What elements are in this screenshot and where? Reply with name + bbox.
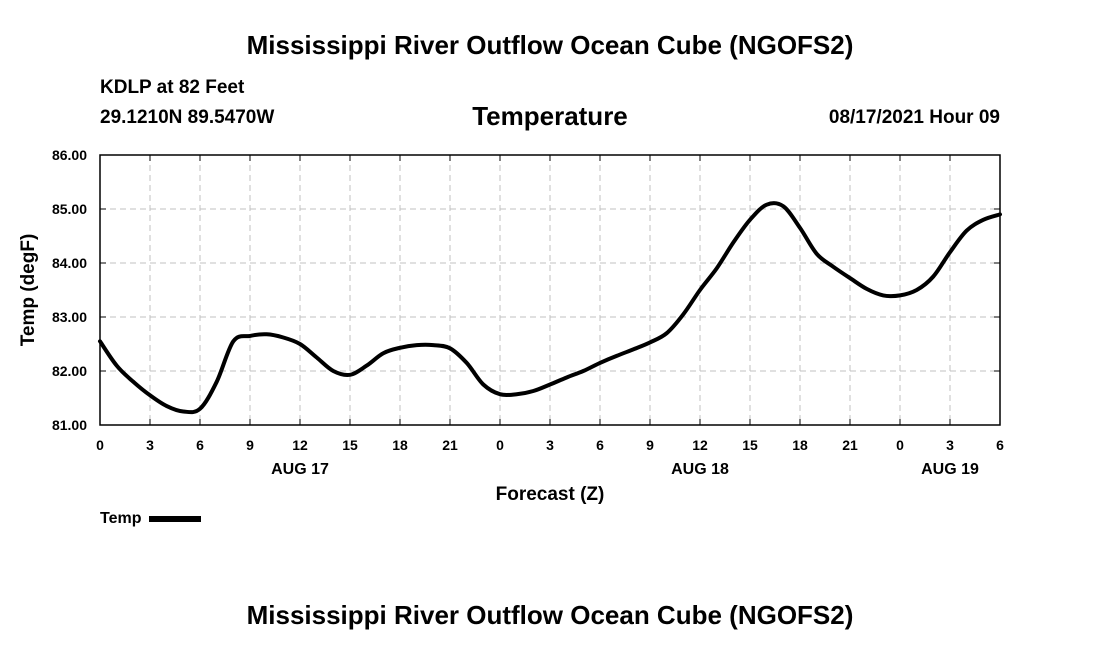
- y-axis-label: Temp (degF): [18, 234, 39, 347]
- x-tick-label: 3: [946, 437, 954, 453]
- forecast-date: 08/17/2021 Hour 09: [828, 107, 1000, 128]
- y-tick-label: 86.00: [52, 147, 87, 163]
- x-tick-label: 6: [996, 437, 1004, 453]
- x-tick-label: 15: [742, 437, 758, 453]
- date-label: AUG 18: [671, 461, 729, 478]
- x-tick-label: 18: [392, 437, 408, 453]
- station-coordinates: 29.1210N 89.5470W: [100, 107, 275, 128]
- x-tick-label: 9: [646, 437, 654, 453]
- x-tick-label: 9: [246, 437, 254, 453]
- x-tick-label: 6: [196, 437, 204, 453]
- date-label: AUG 17: [271, 461, 329, 478]
- x-tick-label: 3: [546, 437, 554, 453]
- x-tick-label: 12: [292, 437, 308, 453]
- y-tick-label: 82.00: [52, 363, 87, 379]
- legend-swatch: [149, 516, 202, 522]
- chart-subtitle: Temperature: [472, 101, 628, 131]
- y-tick-label: 83.00: [52, 309, 87, 325]
- x-tick-label: 0: [496, 437, 504, 453]
- grid-lines: [100, 155, 1000, 425]
- legend: Temp: [100, 510, 202, 528]
- axis-ticks: 0 3 6 9 12 15 18 21 0 3 6 9 12 15 18 21 0 3 6 81.00 82.00 83.…: [52, 147, 1004, 478]
- x-tick-label: 21: [842, 437, 858, 453]
- x-tick-label: 0: [896, 437, 904, 453]
- x-tick-label: 12: [692, 437, 708, 453]
- chart-footer-title: Mississippi River Outflow Ocean Cube (NG…: [246, 600, 854, 630]
- legend-label: Temp: [100, 510, 142, 527]
- x-tick-label: 0: [96, 437, 104, 453]
- y-tick-label: 81.00: [52, 417, 87, 433]
- x-tick-label: 3: [146, 437, 154, 453]
- x-tick-label: 21: [442, 437, 458, 453]
- station-label: KDLP at 82 Feet: [100, 77, 245, 98]
- x-tick-label: 18: [792, 437, 808, 453]
- x-axis-label: Forecast (Z): [496, 484, 605, 505]
- x-tick-label: 6: [596, 437, 604, 453]
- y-tick-label: 85.00: [52, 201, 87, 217]
- temp-series-line: [98, 201, 1002, 415]
- x-tick-label: 15: [342, 437, 358, 453]
- date-label: AUG 19: [921, 461, 979, 478]
- chart-main-title: Mississippi River Outflow Ocean Cube (NG…: [246, 30, 854, 60]
- y-tick-label: 84.00: [52, 255, 87, 271]
